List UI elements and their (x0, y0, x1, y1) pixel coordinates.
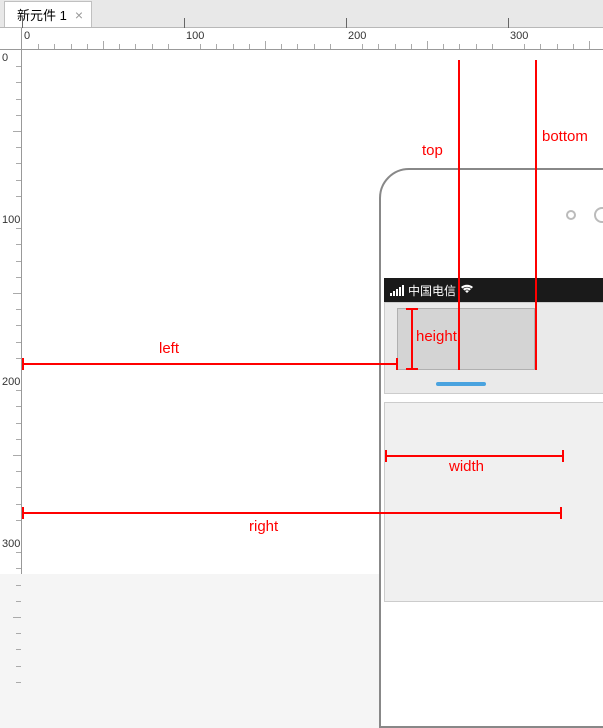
annotation-label-height: height (416, 328, 457, 345)
annotation-line-bottom (535, 60, 537, 370)
annotation-label-bottom: bottom (542, 128, 588, 145)
design-canvas[interactable]: 中国电信 left right top bottom height width (22, 50, 603, 574)
phone-camera-icon (566, 210, 576, 220)
close-icon[interactable]: × (75, 8, 83, 22)
annotation-line-top (458, 60, 460, 370)
wifi-icon (460, 283, 474, 297)
annotation-line-left (22, 363, 398, 365)
tab-label: 新元件 1 (17, 5, 67, 24)
nav-indicator (436, 382, 486, 386)
content-area[interactable] (384, 402, 603, 602)
tab-bar: 新元件 1 × (0, 0, 603, 28)
annotation-line-right (22, 512, 562, 514)
carrier-label: 中国电信 (408, 282, 456, 299)
annotation-label-top: top (422, 142, 443, 159)
signal-icon (390, 285, 404, 296)
phone-status-bar: 中国电信 (384, 278, 603, 302)
annotation-label-width: width (449, 458, 484, 475)
annotation-line-height (411, 308, 413, 370)
annotation-line-width (385, 455, 564, 457)
ruler-corner (0, 28, 22, 50)
file-tab[interactable]: 新元件 1 × (4, 1, 92, 27)
annotation-label-right: right (249, 518, 278, 535)
vertical-ruler[interactable]: 0100200300 (0, 50, 22, 574)
annotation-label-left: left (159, 340, 179, 357)
phone-speaker-icon (594, 207, 603, 223)
horizontal-ruler[interactable]: 0100200300 (22, 28, 603, 50)
